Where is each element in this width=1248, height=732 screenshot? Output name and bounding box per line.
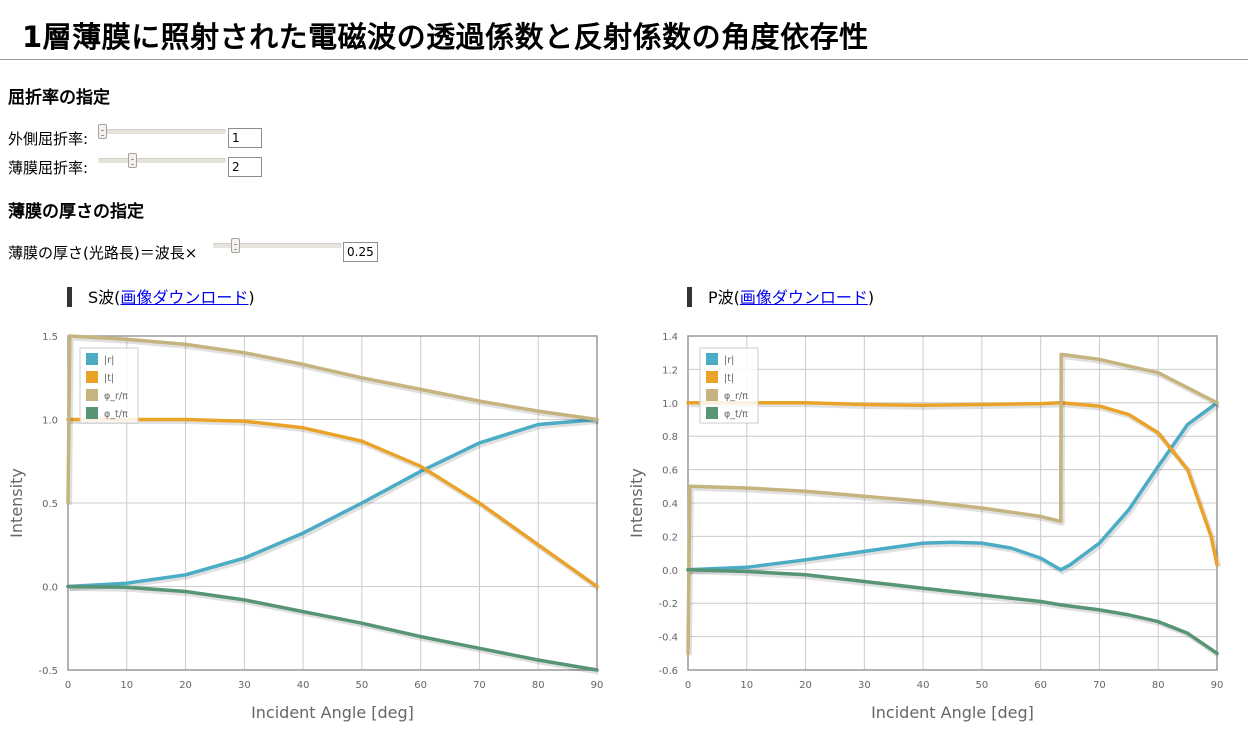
p-wave-chart: 0 10 20 30 40 50 60 70 80 90 -0.6 -0.4 -0.2 0.0 0.2 0.4…: [627, 332, 1224, 722]
s-chart-legend-label-phi_r: φ_r/π: [104, 391, 128, 402]
p-chart-x-axis-label: Incident Angle [deg]: [871, 703, 1034, 722]
p-chart-y-axis-label: Intensity: [627, 468, 646, 538]
s-chart-y-tick-label: 1.0: [42, 416, 58, 427]
s-chart-phi-t-series-shadow: [69, 586, 599, 675]
p-chart-y-tick-label: 0.8: [662, 432, 678, 443]
s-chart-x-tick-label: 80: [532, 680, 545, 691]
outer-index-slider[interactable]: [98, 129, 226, 134]
s-wave-download-link[interactable]: 画像ダウンロード: [120, 288, 249, 307]
p-chart-y-tick-label: -0.4: [658, 633, 678, 644]
p-chart-x-tick-label: 0: [685, 680, 691, 691]
p-chart-x-tick-label: 60: [1034, 680, 1047, 691]
p-chart-y-tick-label: 0.2: [662, 532, 678, 543]
thickness-slider-handle[interactable]: [231, 238, 240, 253]
film-index-label: 薄膜屈折率:: [8, 159, 89, 177]
p-chart-x-tick-label: 20: [799, 680, 812, 691]
thickness-label: 薄膜の厚さ(光路長)＝波長×: [8, 244, 198, 262]
s-chart-y-tick-label: 0.5: [42, 499, 58, 510]
s-chart-x-tick-label: 0: [65, 680, 71, 691]
p-chart-t-series-line: [686, 401, 1219, 567]
s-chart-x-tick-label: 20: [179, 680, 192, 691]
s-chart-t-series-shadow: [69, 419, 600, 591]
s-chart-legend-label-r: |r|: [104, 355, 114, 366]
p-wave-download-link[interactable]: 画像ダウンロード: [739, 288, 868, 307]
p-wave-header: P波(画像ダウンロード): [687, 284, 874, 308]
s-chart-r-series-line: [66, 417, 599, 589]
p-chart-y-tick-label: 1.0: [662, 399, 678, 410]
p-wave-title: P波(: [708, 288, 740, 307]
s-chart-r-series-shadow: [69, 419, 599, 591]
p-chart-x-tick-label: 10: [740, 680, 753, 691]
thickness-heading: 薄膜の厚さの指定: [8, 202, 144, 222]
p-chart-legend-swatch-phi_r: [706, 389, 718, 401]
s-chart-legend-swatch-phi_r: [86, 389, 98, 401]
s-chart-phi-r-series-line: [66, 334, 599, 505]
film-index-slider[interactable]: [98, 158, 226, 163]
p-chart-y-tick-label: 0.0: [662, 566, 678, 577]
outer-index-input[interactable]: [228, 128, 262, 148]
p-chart-legend-label-r: |r|: [724, 355, 734, 366]
p-chart-legend-swatch-phi_t: [706, 407, 718, 419]
s-wave-chart: 0 10 20 30 40 50 60 70 80 90 -0.5 0.0 0.5 1.0 1.5 Incid…: [7, 332, 604, 722]
s-wave-title: S波(: [88, 288, 121, 307]
s-chart-legend-swatch-r: [86, 353, 98, 365]
s-chart-x-tick-label: 30: [238, 680, 251, 691]
p-chart-x-tick-label: 30: [858, 680, 871, 691]
s-chart-legend-label-phi_t: φ_t/π: [104, 409, 128, 420]
p-chart-y-tick-label: 1.4: [662, 332, 678, 343]
p-chart-y-tick-label: 0.6: [662, 466, 678, 477]
thickness-slider[interactable]: [213, 243, 342, 248]
p-chart-y-tick-label: -0.2: [658, 599, 678, 610]
p-chart-x-tick-label: 90: [1211, 680, 1224, 691]
p-chart-legend-label-phi_r: φ_r/π: [724, 391, 748, 402]
s-chart-x-tick-label: 40: [297, 680, 310, 691]
s-chart-t-series-line: [66, 417, 599, 589]
outer-index-slider-handle[interactable]: [98, 124, 107, 139]
s-chart-legend-swatch-phi_t: [86, 407, 98, 419]
p-chart-legend-swatch-r: [706, 353, 718, 365]
s-chart-x-tick-label: 70: [473, 680, 486, 691]
film-index-slider-handle[interactable]: [127, 153, 137, 168]
p-chart-legend-label-phi_t: φ_t/π: [724, 409, 748, 420]
refractive-index-heading: 屈折率の指定: [8, 88, 110, 108]
s-wave-header-bar: [67, 287, 72, 307]
page-title: 1層薄膜に照射された電磁波の透過係数と反射係数の角度依存性: [22, 20, 869, 54]
p-chart-x-tick-label: 70: [1093, 680, 1106, 691]
film-index-input[interactable]: [228, 157, 262, 177]
p-chart-y-tick-label: 1.2: [662, 365, 678, 376]
s-chart-x-tick-label: 60: [414, 680, 427, 691]
s-chart-y-tick-label: 1.5: [42, 332, 58, 343]
p-chart-phi-t-series-shadow: [689, 569, 1220, 658]
p-chart-legend-label-t: |t|: [724, 373, 734, 384]
p-chart-phi-t-series-line: [686, 568, 1219, 656]
p-chart-y-tick-label: -0.6: [658, 666, 678, 677]
s-chart-y-tick-label: -0.5: [38, 666, 58, 677]
s-chart-y-axis-label: Intensity: [7, 468, 26, 538]
p-chart-legend-swatch-t: [706, 371, 718, 383]
s-chart-phi-t-series-line: [66, 584, 599, 672]
p-wave-title-close: ): [867, 288, 875, 307]
p-chart-r-series-line: [686, 401, 1219, 572]
p-wave-header-bar: [687, 287, 692, 307]
s-chart-x-tick-label: 50: [356, 680, 369, 691]
title-divider: [0, 59, 1248, 60]
s-chart-legend-label-t: |t|: [104, 373, 114, 384]
s-chart-legend-swatch-t: [86, 371, 98, 383]
s-chart-y-tick-label: 0.0: [42, 583, 58, 594]
s-chart-x-tick-label: 10: [120, 680, 133, 691]
thickness-input[interactable]: [343, 242, 378, 262]
p-chart-x-tick-label: 40: [917, 680, 930, 691]
p-chart-x-tick-label: 80: [1152, 680, 1165, 691]
s-chart-x-axis-label: Incident Angle [deg]: [251, 703, 414, 722]
p-chart-x-tick-label: 50: [976, 680, 989, 691]
s-chart-x-tick-label: 90: [591, 680, 604, 691]
outer-index-label: 外側屈折率:: [8, 130, 89, 148]
p-chart-y-tick-label: 0.4: [662, 499, 678, 510]
p-chart-phi-r-series-line: [686, 352, 1219, 656]
s-wave-header: S波(画像ダウンロード): [67, 284, 255, 308]
s-wave-title-close: ): [248, 288, 255, 307]
